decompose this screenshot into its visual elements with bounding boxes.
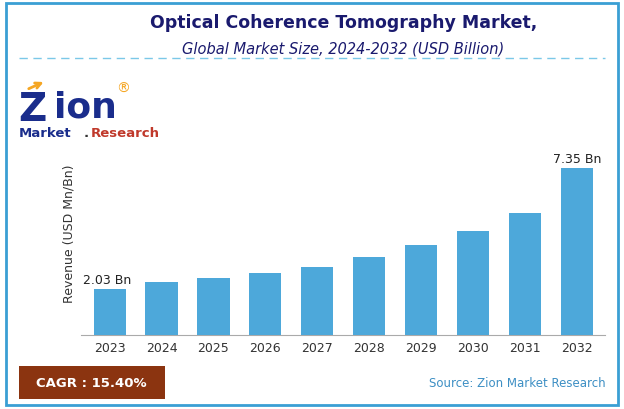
Bar [405, 245, 437, 335]
Text: ion: ion [54, 91, 117, 125]
Text: 7.35 Bn: 7.35 Bn [552, 153, 601, 166]
Bar [457, 231, 489, 335]
Text: Z: Z [19, 91, 47, 128]
Text: CAGR : 15.40%: CAGR : 15.40% [36, 376, 147, 389]
Text: Research: Research [91, 127, 160, 139]
Text: 2.03 Bn: 2.03 Bn [83, 274, 131, 287]
Bar [145, 282, 178, 335]
Bar [249, 273, 281, 335]
Bar [94, 289, 126, 335]
Text: Source: Zion Market Research: Source: Zion Market Research [429, 376, 605, 389]
Bar [197, 279, 230, 335]
Bar [560, 169, 593, 335]
Text: .: . [84, 127, 89, 139]
Bar [301, 267, 333, 335]
Text: Global Market Size, 2024-2032 (USD Billion): Global Market Size, 2024-2032 (USD Billi… [182, 41, 504, 56]
Text: ®: ® [116, 82, 130, 96]
Bar [509, 214, 541, 335]
Text: Optical Coherence Tomography Market,: Optical Coherence Tomography Market, [150, 14, 537, 32]
Text: Market: Market [19, 127, 71, 139]
Bar [353, 257, 385, 335]
Y-axis label: Revenue (USD Mn/Bn): Revenue (USD Mn/Bn) [62, 164, 76, 302]
